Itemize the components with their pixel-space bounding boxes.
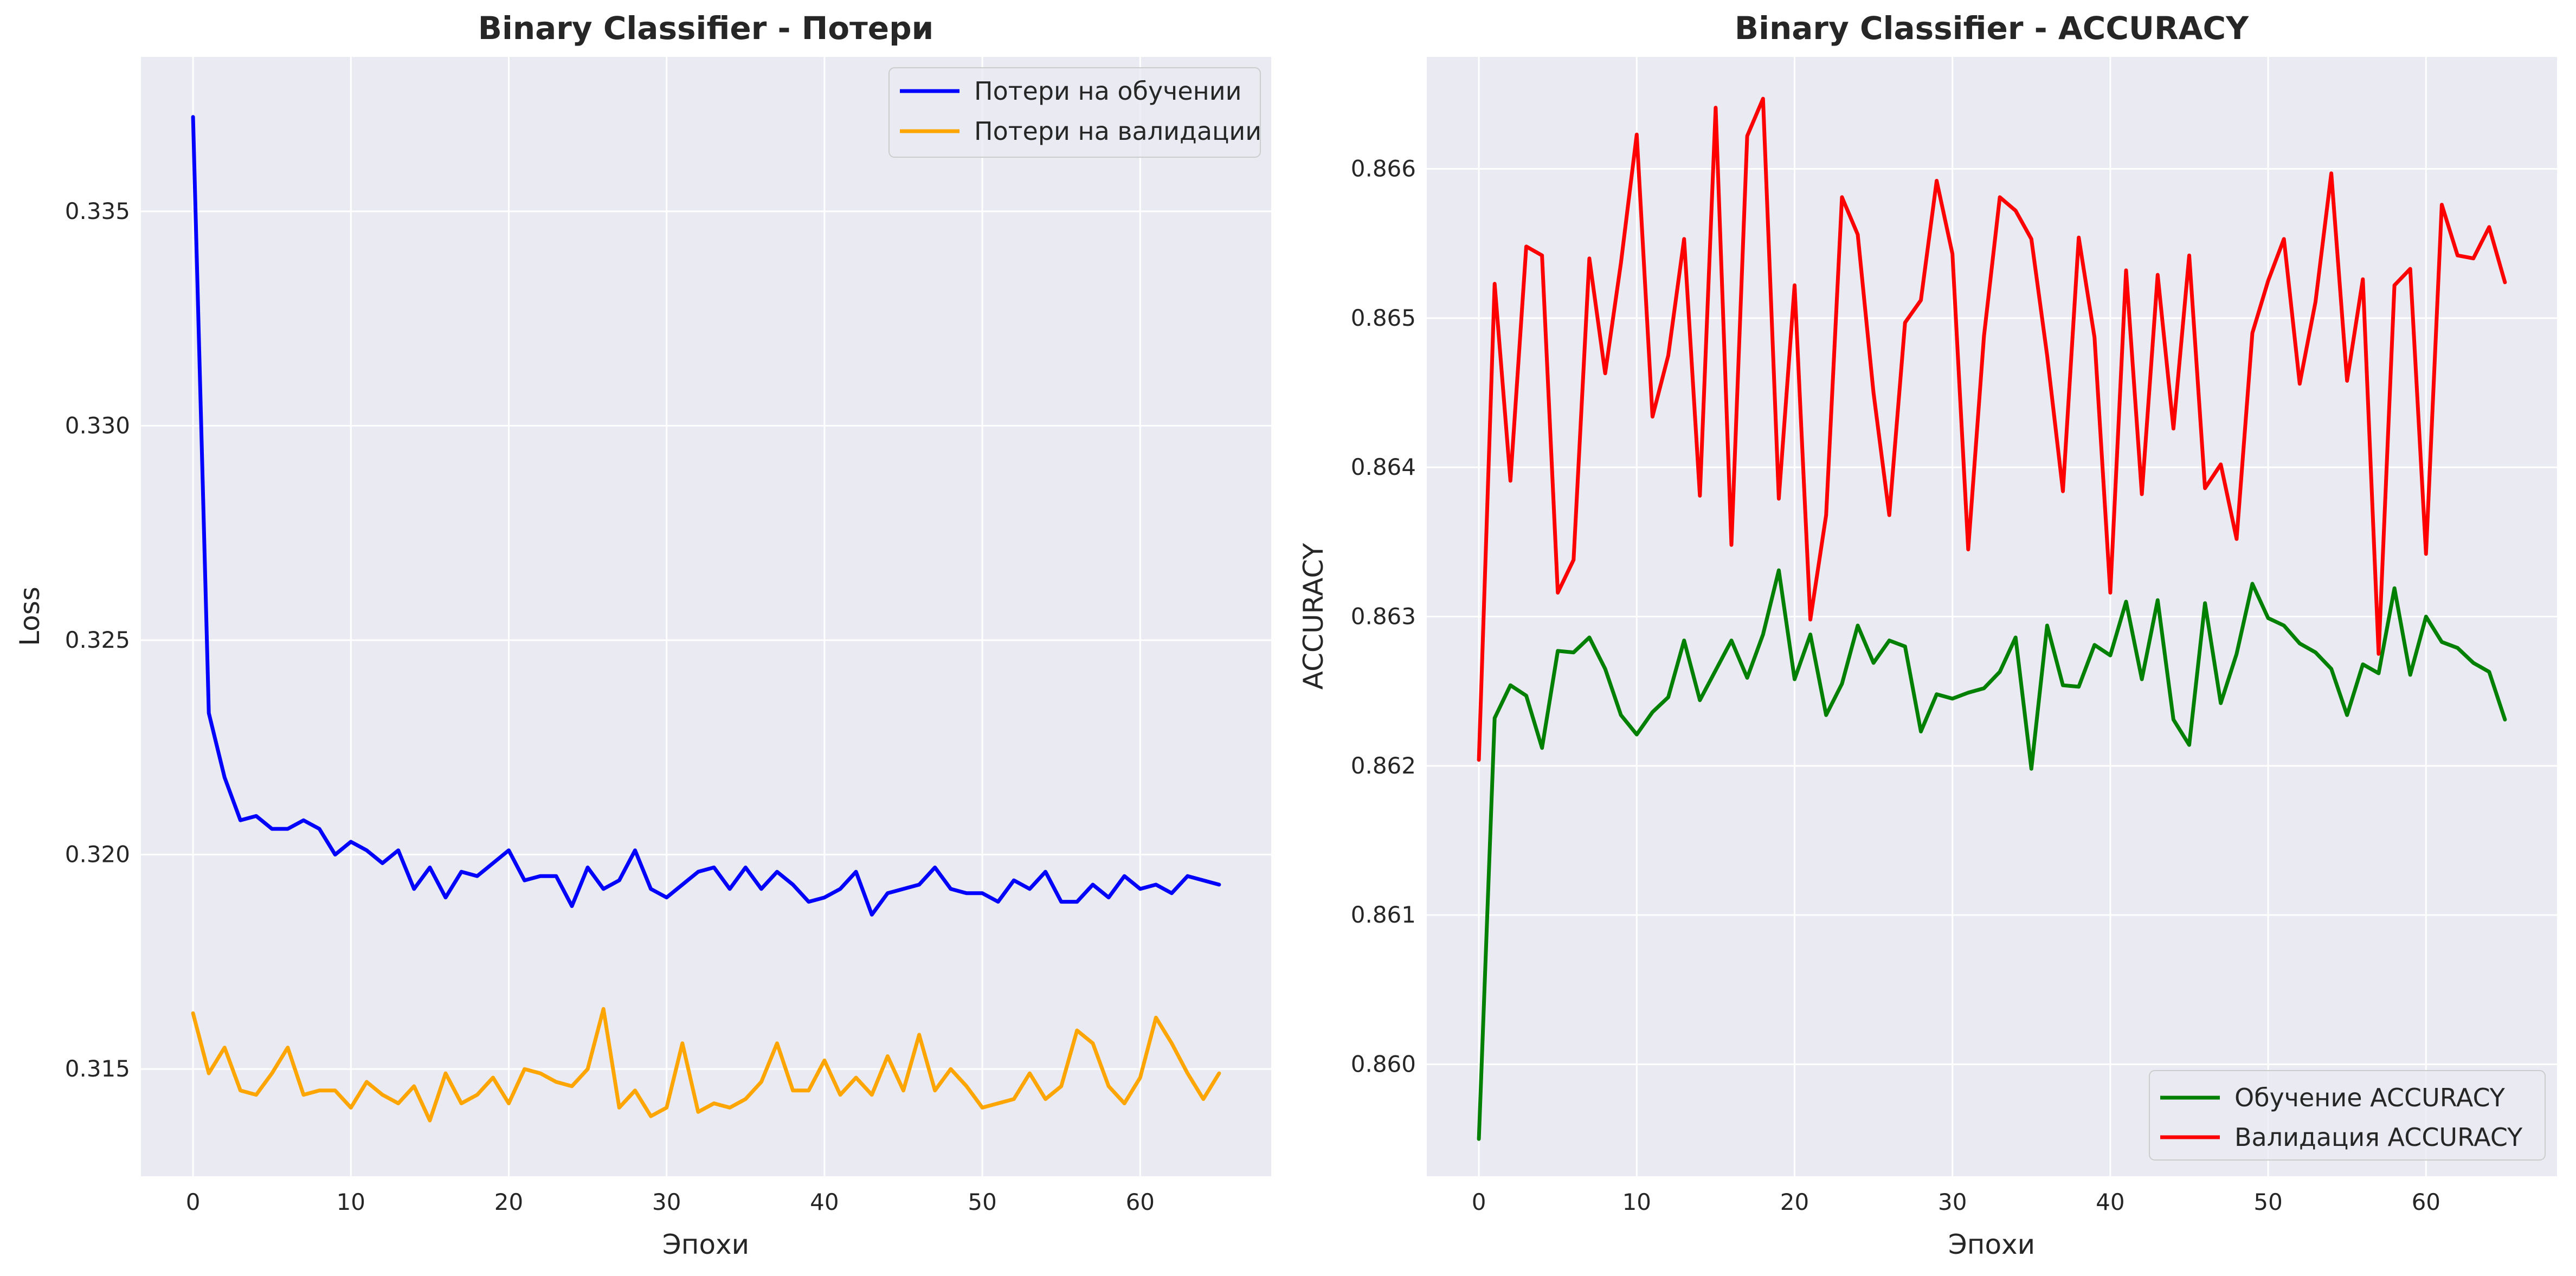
accuracy-y-tick-label: 0.861 [1351,901,1416,928]
loss-plot-area [141,57,1271,1176]
loss-series-line-потери-на-обучении [191,115,1221,917]
accuracy-tick-labels: 0 10 20 30 40 50 60 0.860 0.861 0.862 0.863 0.864 0.… [1351,156,2440,1216]
accuracy-chart: 0 10 20 30 40 50 60 0.860 0.861 0.862 0.863 0.864 0.… [1298,10,2557,1260]
loss-tick-labels: 0 10 20 30 40 50 60 0.315 0.320 0.325 0.330 0.335 [65,198,1155,1215]
accuracy-x-tick-label: 50 [2253,1189,2282,1215]
loss-x-axis-label: Эпохи [662,1229,749,1260]
legend-label-train-loss: Потери на обучении [974,76,1242,106]
legend-label-train-accuracy: Обучение ACCURACY [2234,1083,2506,1112]
accuracy-y-tick-label: 0.866 [1351,156,1416,182]
loss-y-tick-label: 0.315 [65,1055,130,1082]
accuracy-legend: Обучение ACCURACY Валидация ACCURACY [2149,1070,2546,1161]
loss-y-tick-label: 0.335 [65,198,130,224]
loss-y-tick-label: 0.330 [65,412,130,439]
loss-x-tick-label: 10 [337,1189,365,1215]
accuracy-y-tick-label: 0.863 [1351,603,1416,630]
accuracy-x-tick-label: 60 [2412,1189,2440,1215]
loss-x-tick-label: 30 [652,1189,681,1215]
legend-label-val-loss: Потери на валидации [974,117,1261,146]
loss-y-axis-label: Loss [14,587,46,646]
loss-legend: Потери на обучении Потери на валидации [888,67,1261,158]
accuracy-y-axis-label: ACCURACY [1298,543,1329,689]
accuracy-y-tick-label: 0.860 [1351,1051,1416,1078]
loss-x-tick-label: 60 [1126,1189,1155,1215]
accuracy-y-tick-label: 0.864 [1351,454,1416,480]
accuracy-chart-title: Binary Classifier - ACCURACY [1735,10,2249,47]
loss-grid [141,57,1271,1176]
accuracy-x-tick-label: 10 [1622,1189,1651,1215]
accuracy-legend-box [2149,1070,2546,1161]
loss-y-tick-label: 0.325 [65,627,130,653]
loss-x-tick-label: 0 [186,1189,201,1215]
accuracy-x-tick-label: 20 [1780,1189,1809,1215]
loss-x-tick-label: 50 [968,1189,996,1215]
accuracy-x-tick-label: 0 [1472,1189,1486,1215]
accuracy-x-tick-label: 30 [1938,1189,1967,1215]
legend-label-val-accuracy: Валидация ACCURACY [2234,1123,2523,1152]
loss-chart: 0 10 20 30 40 50 60 0.315 0.320 0.325 0.330 0.335 B… [14,10,1271,1260]
loss-series-line-потери-на-валидации [191,1007,1221,1123]
loss-chart-title: Binary Classifier - Потери [478,10,934,47]
accuracy-grid [1427,57,2557,1176]
loss-legend-box [888,67,1261,158]
loss-y-tick-label: 0.320 [65,841,130,868]
accuracy-x-tick-label: 40 [2096,1189,2124,1215]
accuracy-series-line-обучение-accuracy [1477,568,2507,1141]
accuracy-series-line-валидация-accuracy [1477,96,2507,762]
accuracy-x-axis-label: Эпохи [1948,1229,2035,1260]
loss-x-tick-label: 40 [810,1189,839,1215]
accuracy-y-tick-label: 0.865 [1351,305,1416,331]
loss-series-layer [191,115,1221,1123]
accuracy-y-tick-label: 0.862 [1351,752,1416,779]
accuracy-series-layer [1477,96,2507,1141]
loss-x-tick-label: 20 [494,1189,523,1215]
